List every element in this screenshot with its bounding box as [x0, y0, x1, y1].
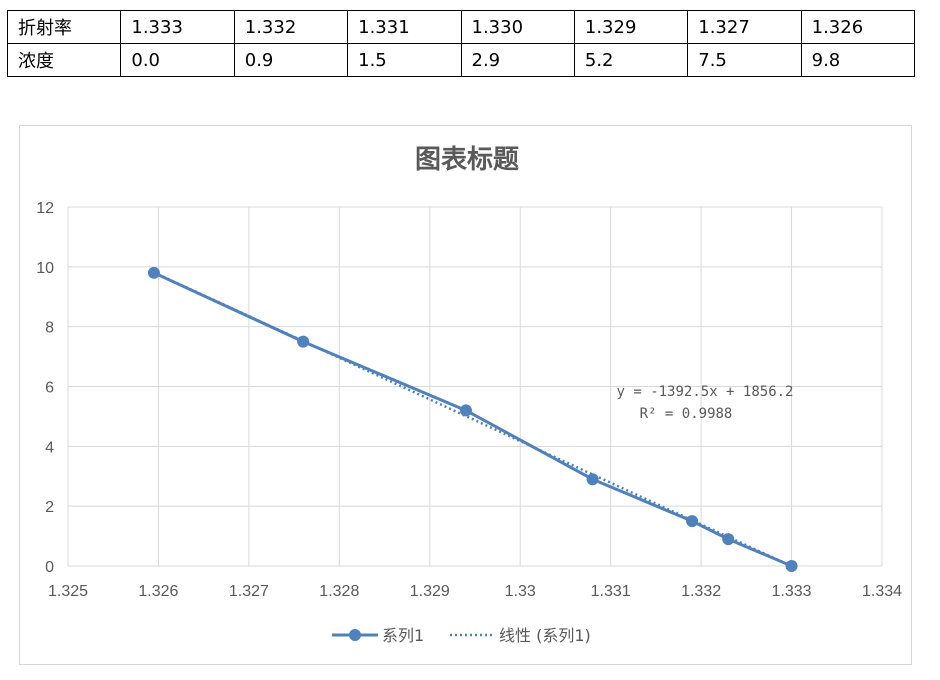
- data-point: [785, 560, 798, 572]
- y-tick-label: 8: [45, 320, 54, 337]
- x-tick-label: 1.331: [591, 583, 631, 600]
- chart-area: 0 2 4 6 8 10 12 1.325 1.326 1.327 1.328 1.329 1.33 1.…: [19, 125, 912, 665]
- data-point: [459, 404, 472, 417]
- table-cell: 1.333: [120, 10, 235, 44]
- trendline-equation: y = -1392.5x + 1856.2: [616, 384, 793, 400]
- trendline-r-squared: R² = 0.9988: [640, 406, 733, 422]
- y-tick-label: 6: [45, 380, 54, 397]
- table-cell: 1.5: [347, 43, 462, 77]
- table-cell: 2.9: [460, 43, 575, 77]
- table-cell: 1.331: [347, 10, 462, 44]
- table-cell: 1.332: [233, 10, 349, 44]
- data-point: [586, 473, 599, 486]
- table-cell: 1.326: [800, 10, 916, 44]
- y-tick-label: 12: [36, 200, 54, 217]
- table-cell: 1.327: [687, 10, 802, 44]
- y-tick-label: 2: [45, 499, 54, 516]
- table-cell: 7.5: [687, 43, 802, 77]
- x-tick-label: 1.329: [410, 583, 450, 600]
- table-cell: 5.2: [573, 43, 689, 77]
- data-point: [686, 515, 699, 528]
- data-point: [147, 266, 160, 279]
- x-tick-label: 1.333: [772, 583, 812, 600]
- row-label: 折射率: [6, 10, 122, 44]
- x-tick-label: 1.332: [681, 583, 721, 600]
- legend: 系列1 线性 (系列1): [332, 626, 591, 645]
- table-cell: 9.8: [800, 43, 916, 77]
- table-cell: 1.330: [460, 10, 575, 44]
- data-point: [722, 533, 735, 546]
- y-tick-label: 10: [36, 260, 54, 277]
- x-tick-label: 1.328: [319, 583, 359, 600]
- legend-series-label: 系列1: [382, 626, 424, 645]
- table-cell: 1.329: [573, 10, 689, 44]
- table-cell: 0.0: [120, 43, 235, 77]
- table-row: 折射率 1.333 1.332 1.331 1.330 1.329 1.327 1.326: [6, 10, 916, 44]
- chart-svg: 0 2 4 6 8 10 12 1.325 1.326 1.327 1.328 1.329 1.33 1.…: [36, 145, 902, 645]
- x-tick-label: 1.326: [138, 583, 178, 600]
- x-tick-label: 1.325: [48, 583, 88, 600]
- y-tick-label: 4: [45, 439, 54, 456]
- data-point: [297, 335, 310, 348]
- x-tick-label: 1.327: [229, 583, 269, 600]
- row-label: 浓度: [6, 43, 122, 77]
- y-tick-label: 0: [45, 559, 54, 576]
- table-cell: 0.9: [233, 43, 349, 77]
- data-table: 折射率 1.333 1.332 1.331 1.330 1.329 1.327 1.326 浓度…: [6, 10, 916, 77]
- x-tick-label: 1.33: [505, 583, 536, 600]
- legend-series-marker: [349, 629, 361, 641]
- x-tick-label: 1.334: [862, 583, 902, 600]
- legend-trendline-label: 线性 (系列1): [499, 626, 591, 645]
- chart-title: 图表标题: [415, 145, 519, 175]
- table-row: 浓度 0.0 0.9 1.5 2.9 5.2 7.5 9.8: [6, 43, 916, 77]
